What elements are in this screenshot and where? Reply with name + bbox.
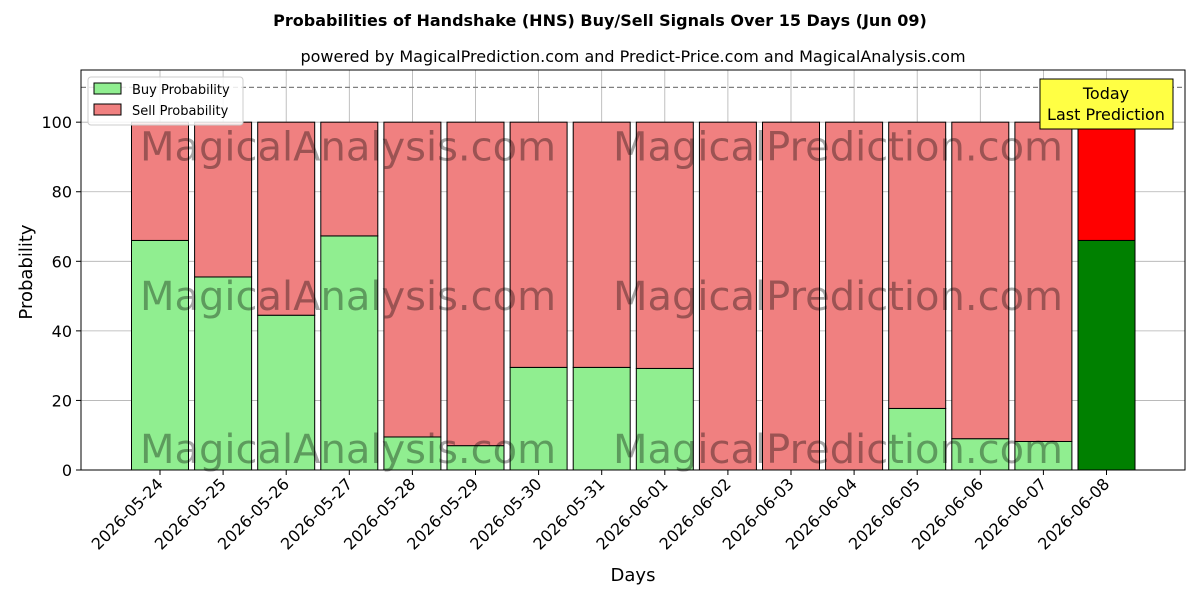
y-tick-label: 60 [52, 252, 72, 271]
legend-swatch-sell [93, 103, 122, 116]
y-axis-label: Probability [16, 224, 37, 319]
bar-buy [194, 276, 253, 471]
bar-buy [572, 366, 631, 471]
y-tick-label: 40 [52, 322, 72, 341]
watermark-text: MagicalAnalysis.com [140, 274, 556, 320]
bar-buy [509, 366, 568, 471]
plot-frame [80, 69, 1186, 471]
bar-sell [762, 121, 820, 471]
bar-sell [888, 121, 947, 409]
today-annotation-box [1039, 78, 1174, 130]
watermark-text: MagicalPrediction.com [613, 125, 1063, 171]
bar-buy [446, 445, 505, 471]
y-tick-label: 100 [41, 113, 72, 132]
x-axis-label: Days [611, 565, 656, 586]
y-tick-label: 0 [62, 461, 72, 480]
bar-sell [446, 121, 505, 447]
bar-sell [509, 121, 568, 368]
today-annotation: Today Last Prediction [1039, 78, 1174, 130]
bar-buy [635, 367, 694, 471]
legend: Buy Probability Sell Probability [87, 76, 244, 126]
legend-frame [87, 76, 244, 126]
bar-buy [1014, 440, 1073, 471]
watermark-text: MagicalAnalysis.com [140, 125, 556, 171]
bar-buy [383, 436, 442, 471]
watermark-text: MagicalAnalysis.com [140, 427, 556, 473]
bar-sell [572, 121, 631, 368]
bar-sell [320, 121, 379, 237]
legend-swatch-buy [93, 82, 122, 95]
bar-sell [698, 121, 757, 471]
today-annotation-line1: Today [1082, 84, 1129, 103]
chart-subtitle: powered by MagicalPrediction.com and Pre… [300, 47, 965, 66]
y-tick-label: 80 [52, 183, 72, 202]
today-annotation-line2: Last Prediction [1047, 105, 1165, 124]
bar-sell [951, 121, 1010, 440]
legend-label-buy: Buy Probability [132, 83, 230, 98]
bar-sell [635, 121, 694, 369]
y-tick-label: 20 [52, 391, 72, 410]
bar-buy [888, 407, 947, 471]
bar-sell [131, 121, 189, 241]
bar-sell [825, 121, 884, 471]
bar-buy [320, 235, 379, 471]
bar-buy [1077, 239, 1136, 471]
chart-title: Probabilities of Handshake (HNS) Buy/Sel… [273, 11, 927, 30]
bar-sell [1077, 121, 1136, 241]
bar-buy [257, 314, 316, 471]
watermark-text: MagicalPrediction.com [613, 274, 1063, 320]
bar-sell [257, 121, 316, 316]
legend-label-sell: Sell Probability [132, 104, 229, 119]
watermark-layer: MagicalAnalysis.com MagicalPrediction.com… [140, 125, 1063, 474]
bars-layer [81, 86, 1185, 471]
bar-sell [383, 121, 442, 438]
watermark-text: MagicalPrediction.com [613, 427, 1063, 473]
bar-buy [951, 438, 1010, 471]
